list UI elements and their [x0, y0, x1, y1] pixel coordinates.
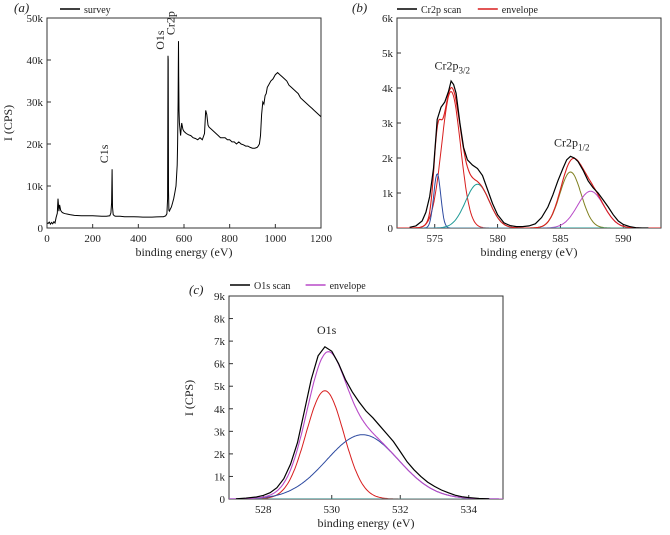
y-tick-label: 20k	[27, 139, 44, 151]
scan-line	[409, 79, 649, 228]
component-peak-2	[397, 173, 661, 228]
x-tick-label: 400	[130, 233, 147, 245]
peak-label-Cr2p: Cr2p	[164, 11, 178, 35]
y-tick-label: 4k	[382, 83, 394, 95]
y-axis-label: I (CPS)	[1, 105, 15, 141]
panel-label: (c)	[189, 282, 203, 297]
y-tick-label: 9k	[214, 291, 226, 303]
y-tick-label: 8k	[214, 314, 226, 326]
x-axis-label: binding energy (eV)	[480, 245, 577, 259]
y-tick-label: 2k	[214, 449, 226, 461]
component-peak-1	[397, 91, 661, 228]
component-peak-1	[229, 390, 503, 499]
y-axis-label: I (CPS)	[182, 380, 196, 416]
panel-a-survey: 0 200 400 600 800 1000 1200 0 10k 20k 30k 40k 50k bin…	[1, 0, 333, 259]
y-tick-label: 5k	[214, 381, 226, 393]
x-tick-label: 530	[324, 504, 341, 516]
x-tick-label: 1200	[310, 233, 333, 245]
legend-entry: survey	[84, 5, 111, 16]
panel-label: (b)	[352, 0, 367, 15]
plot-frame	[228, 295, 504, 500]
x-tick-label: 600	[176, 233, 193, 245]
x-tick-label: 1000	[264, 233, 287, 245]
envelope-line	[397, 86, 661, 228]
x-tick-label: 200	[84, 233, 101, 245]
y-tick-label: 30k	[27, 97, 44, 109]
y-tick-label: 0	[388, 223, 394, 235]
x-tick-label: 590	[615, 233, 632, 245]
envelope-line	[229, 351, 503, 499]
x-tick-label: 580	[489, 233, 506, 245]
peak-label-C1s: C1s	[97, 144, 111, 163]
x-tick-label: 532	[392, 504, 409, 516]
peak-label-O1s: O1s	[317, 323, 337, 337]
component-peak-4	[397, 171, 661, 228]
panel-label: (a)	[14, 0, 29, 15]
y-tick-label: 6k	[382, 13, 394, 25]
y-tick-label: 0	[38, 223, 44, 235]
y-tick-label: 7k	[214, 336, 226, 348]
x-tick-label: 534	[461, 504, 478, 516]
panel-c-o1s: 528 530 532 534 0 1k 2k 3k 4k 5k 6k 7k 8k 9k binding e…	[182, 281, 504, 530]
series-line-survey	[47, 41, 321, 226]
x-tick-label: 0	[44, 233, 50, 245]
y-tick-label: 0	[220, 494, 226, 506]
legend-entry: envelope	[330, 281, 367, 292]
legend-entry: envelope	[502, 5, 539, 16]
x-axis-label: binding energy (eV)	[135, 245, 232, 259]
plot-area	[47, 41, 321, 226]
legend-entry: Cr2p scan	[421, 5, 461, 16]
plot-area	[397, 79, 661, 228]
y-tick-label: 3k	[214, 426, 226, 438]
plot-area	[229, 345, 503, 499]
y-tick-label: 3k	[382, 118, 394, 130]
y-tick-label: 40k	[27, 55, 44, 67]
legend-entry: O1s scan	[254, 281, 290, 292]
y-tick-label: 2k	[382, 153, 394, 165]
y-tick-label: 1k	[382, 188, 394, 200]
peak-label-Cr2p: Cr2p3/2	[435, 59, 471, 76]
peak-label-O1s: O1s	[153, 30, 167, 50]
panel-b-cr2p: 575 580 585 590 0 1k 2k 3k 4k 5k 6k binding energy …	[352, 0, 662, 259]
x-tick-label: 528	[255, 504, 272, 516]
x-tick-label: 800	[221, 233, 238, 245]
y-tick-label: 10k	[27, 181, 44, 193]
plot-frame	[46, 17, 322, 229]
y-tick-label: 50k	[27, 13, 44, 25]
x-tick-label: 575	[426, 233, 443, 245]
y-tick-label: 5k	[382, 48, 394, 60]
scan-line	[235, 345, 490, 499]
y-tick-label: 4k	[214, 404, 226, 416]
y-tick-label: 1k	[214, 471, 226, 483]
peak-label-Cr2p: Cr2p1/2	[554, 136, 590, 153]
x-axis-label: binding energy (eV)	[317, 516, 414, 530]
y-tick-label: 6k	[214, 359, 226, 371]
component-peak-3	[397, 183, 661, 228]
x-tick-label: 585	[552, 233, 569, 245]
